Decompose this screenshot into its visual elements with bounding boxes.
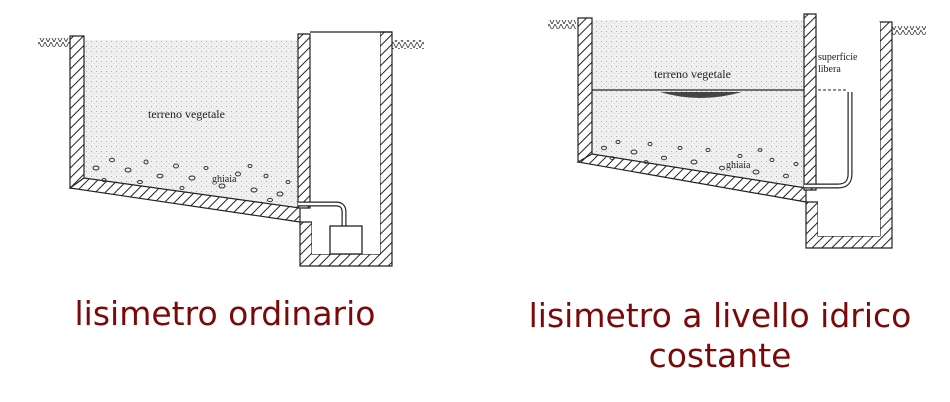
soil-label: terreno vegetale	[148, 107, 225, 121]
gravel-label: ghiaia	[726, 160, 751, 171]
ordinary-lysimeter: terreno vegetale ghiaia	[38, 31, 424, 267]
constant-water-level-lysimeter: terreno vegetale ghiaia superficie liber…	[548, 13, 926, 249]
tank-right-wall	[297, 33, 311, 209]
water-table-lens	[660, 92, 742, 98]
caption-constant-level-lysimeter: lisimetro a livello idrico costante	[500, 296, 940, 376]
tank-left-wall	[69, 35, 85, 189]
caption-line-1: lisimetro a livello idrico	[528, 296, 912, 335]
gravel-layer	[92, 157, 291, 203]
collection-vessel	[329, 225, 363, 255]
ground-surface-left	[38, 38, 74, 47]
free-surface-label-line2: libera	[818, 64, 841, 75]
ground-surface-right	[892, 26, 926, 35]
free-surface-label-line1: superficie	[818, 52, 858, 63]
caption-ordinary-lysimeter: lisimetro ordinario	[74, 294, 376, 333]
soil-label: terreno vegetale	[654, 67, 731, 81]
tank-right-wall	[803, 13, 817, 191]
lysimeter-diagrams: terreno vegetale ghiaia	[38, 13, 926, 267]
gravel-layer	[601, 139, 799, 179]
gravel-label: ghiaia	[212, 174, 237, 185]
ground-surface-right	[392, 40, 424, 49]
tank-left-wall	[577, 17, 593, 163]
ground-surface-left	[548, 20, 576, 29]
caption-line-2: costante	[648, 336, 792, 375]
soil-body	[84, 40, 298, 212]
soil-body	[592, 20, 804, 188]
